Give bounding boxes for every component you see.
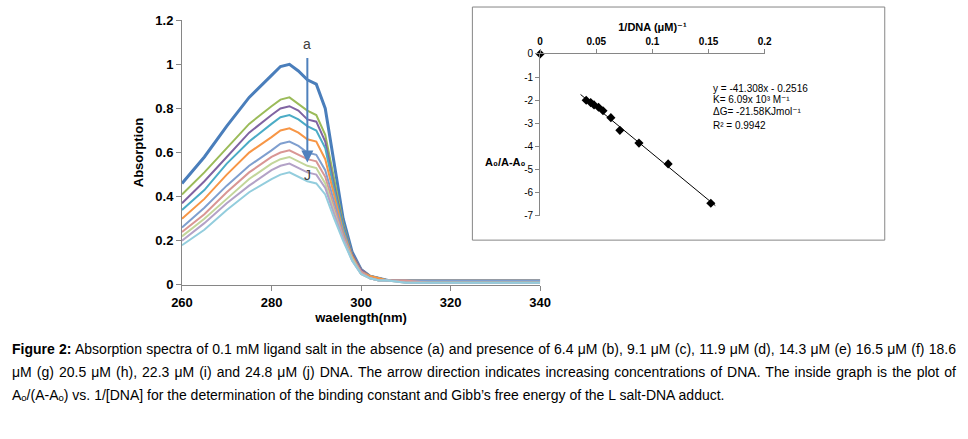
svg-text:-6: -6 [524,187,533,198]
svg-text:260: 260 [171,295,193,310]
svg-text:y = -41.308x - 0.2516: y = -41.308x - 0.2516 [713,83,808,94]
svg-text:340: 340 [529,295,551,310]
svg-text:1: 1 [166,57,173,72]
svg-text:0: 0 [528,48,534,59]
svg-text:0.6: 0.6 [155,145,173,160]
svg-text:0.2: 0.2 [155,233,173,248]
svg-text:a: a [303,36,311,52]
svg-text:300: 300 [350,295,372,310]
svg-text:-3: -3 [524,118,533,129]
svg-text:320: 320 [440,295,462,310]
svg-text:280: 280 [261,295,283,310]
svg-text:0.05: 0.05 [587,36,607,47]
svg-text:Absorption: Absorption [131,118,146,187]
svg-text:waelength(nm): waelength(nm) [314,310,407,325]
svg-text:ΔG= -21.58KJmol⁻¹: ΔG= -21.58KJmol⁻¹ [713,106,801,117]
svg-text:1.2: 1.2 [155,13,173,28]
svg-text:0: 0 [166,277,173,292]
svg-text:-4: -4 [524,141,533,152]
svg-text:A₀/A-A₀: A₀/A-A₀ [485,156,526,168]
svg-text:0.8: 0.8 [155,101,173,116]
svg-text:0.15: 0.15 [699,36,719,47]
html-text:Figure 2: Absorption spectra o: Figure 2: Absorption spectra of 0.1 mM l… [12,341,956,403]
svg-text:-2: -2 [524,95,533,106]
svg-text:0: 0 [537,36,543,47]
svg-text:0.1: 0.1 [645,36,659,47]
svg-text:J: J [304,167,311,183]
svg-text:-7: -7 [524,210,533,221]
svg-text:1/DNA (μM)⁻¹: 1/DNA (μM)⁻¹ [618,21,687,33]
svg-text:R² = 0.9942: R² = 0.9942 [713,120,766,131]
svg-text:-1: -1 [524,72,533,83]
svg-text:K= 6.09x 10³ M⁻¹: K= 6.09x 10³ M⁻¹ [713,94,790,105]
svg-text:0.4: 0.4 [155,189,174,204]
svg-text:-5: -5 [524,164,533,175]
svg-text:0.2: 0.2 [758,36,772,47]
